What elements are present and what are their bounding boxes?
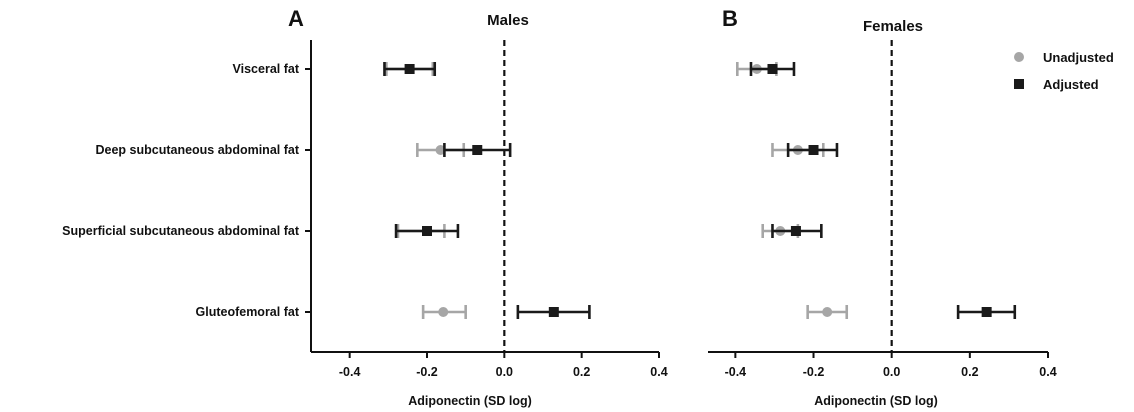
x-tick-label: -0.2 <box>416 365 438 379</box>
series-unadjusted <box>736 62 849 319</box>
category-label: Deep subcutaneous abdominal fat <box>95 143 299 157</box>
panel-title: Females <box>863 18 923 35</box>
x-tick-label: 0.2 <box>961 365 978 379</box>
x-tick-label: 0.4 <box>1039 365 1056 379</box>
x-tick-label: -0.4 <box>725 365 747 379</box>
x-tick-label: -0.4 <box>339 365 361 379</box>
series-unadjusted <box>385 62 467 319</box>
legend-marker-circle <box>1014 52 1024 62</box>
legend-marker-square <box>1014 79 1024 89</box>
category-label: Superficial subcutaneous abdominal fat <box>62 224 300 238</box>
point-estimate-square <box>790 226 801 236</box>
panel-letter-b: B <box>722 6 738 31</box>
x-tick-label: 0.0 <box>496 365 513 379</box>
point-estimate-square <box>808 145 819 155</box>
panel-b-females: B Females -0.4 -0.2 0.0 0.2 0.4 Adiponectin (SD… <box>708 6 1057 408</box>
x-tick-label: 0.0 <box>883 365 900 379</box>
point-estimate-square <box>422 226 432 236</box>
panel-title: Males <box>487 12 529 29</box>
legend: Unadjusted Adjusted <box>1014 50 1114 92</box>
point-estimate-square <box>548 307 559 317</box>
legend-label: Unadjusted <box>1043 50 1114 65</box>
series-adjusted <box>383 62 591 319</box>
x-tick-label: 0.4 <box>650 365 667 379</box>
series-adjusted <box>749 62 1017 319</box>
point-estimate-square <box>404 64 415 74</box>
point-estimate-square <box>981 307 992 317</box>
x-axis-title: Adiponectin (SD log) <box>814 394 938 408</box>
panel-a-males: A Males Visceral fat Deep subcutaneous abdo… <box>62 6 668 408</box>
point-estimate-square <box>767 64 778 74</box>
category-label: Gluteofemoral fat <box>196 305 300 319</box>
point-estimate-square <box>472 145 483 155</box>
point-estimate-circle <box>438 307 449 317</box>
point-estimate-circle <box>435 145 446 155</box>
x-tick-label: 0.2 <box>573 365 590 379</box>
category-label: Visceral fat <box>233 62 300 76</box>
panel-letter-a: A <box>288 6 304 31</box>
x-tick-label: -0.2 <box>803 365 825 379</box>
legend-label: Adjusted <box>1043 77 1099 92</box>
x-axis-title: Adiponectin (SD log) <box>408 394 532 408</box>
point-estimate-circle <box>822 307 833 317</box>
